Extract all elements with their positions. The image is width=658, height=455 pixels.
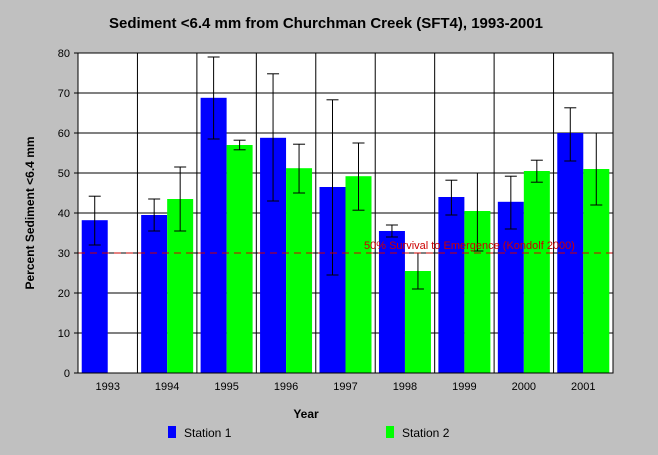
- legend-swatch: [386, 426, 394, 438]
- legend-swatch: [168, 426, 176, 438]
- reference-line-label: 50% Survival to Emergence (Kondolf 2000): [364, 240, 575, 252]
- x-tick-label: 1999: [452, 381, 476, 393]
- x-tick-label: 1993: [95, 381, 119, 393]
- bars: [81, 56, 610, 374]
- legend-label: Station 2: [402, 426, 450, 440]
- y-tick-label: 50: [58, 168, 70, 180]
- x-tick-label: 1995: [214, 381, 238, 393]
- x-tick-label: 2000: [512, 381, 536, 393]
- bar: [141, 215, 168, 373]
- reference-line-group: 50% Survival to Emergence (Kondolf 2000): [78, 240, 613, 254]
- bar: [438, 197, 465, 373]
- bar: [523, 171, 550, 373]
- bar: [497, 201, 524, 373]
- y-tick-label: 60: [58, 128, 70, 140]
- x-tick-label: 2001: [571, 381, 595, 393]
- x-tick-label: 1997: [333, 381, 357, 393]
- y-tick-label: 70: [58, 88, 70, 100]
- x-tick-label: 1994: [155, 381, 179, 393]
- bar: [200, 97, 227, 374]
- axes: 0 10 20 30 40 50 60 70 80 1993 1994 1995 1996 1997 199…: [58, 48, 614, 393]
- legend-label: Station 1: [184, 426, 232, 440]
- y-tick-label: 40: [58, 208, 70, 220]
- y-axis-label: Percent Sediment <6.4 mm: [23, 136, 37, 289]
- y-tick-label: 80: [58, 48, 70, 60]
- y-tick-label: 10: [58, 328, 70, 340]
- bar: [286, 168, 313, 373]
- bar: [226, 145, 253, 373]
- plot-border: [77, 52, 614, 374]
- bar: [378, 231, 405, 373]
- chart-title: Sediment <6.4 mm from Churchman Creek (S…: [109, 15, 543, 32]
- bar: [81, 220, 108, 373]
- y-tick-label: 20: [58, 288, 70, 300]
- y-tick-label: 0: [64, 368, 70, 380]
- x-axis-label: Year: [293, 407, 319, 421]
- legend: Station 1 Station 2: [168, 426, 450, 440]
- x-tick-label: 1998: [393, 381, 417, 393]
- x-tick-label: 1996: [274, 381, 298, 393]
- y-tick-label: 30: [58, 248, 70, 260]
